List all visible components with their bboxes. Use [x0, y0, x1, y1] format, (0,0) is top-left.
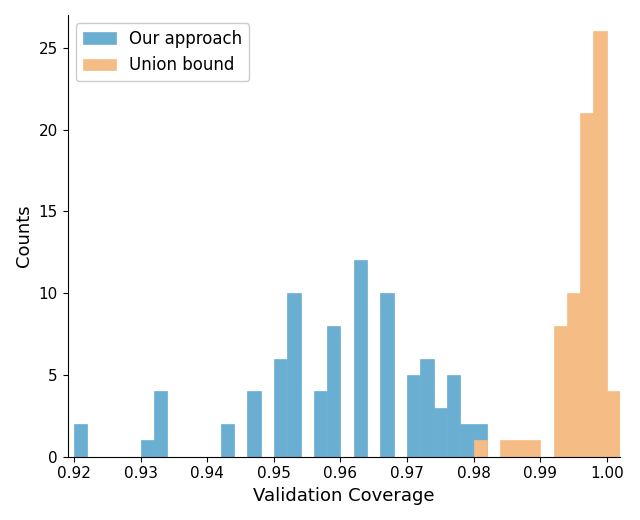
- Bar: [474, 424, 487, 457]
- X-axis label: Validation Coverage: Validation Coverage: [253, 487, 435, 505]
- Bar: [460, 424, 474, 457]
- Bar: [247, 391, 260, 457]
- Bar: [274, 359, 287, 457]
- Bar: [607, 391, 620, 457]
- Bar: [407, 375, 420, 457]
- Bar: [527, 440, 540, 457]
- Bar: [567, 293, 580, 457]
- Bar: [474, 440, 487, 457]
- Bar: [513, 440, 527, 457]
- Bar: [314, 391, 327, 457]
- Bar: [434, 408, 447, 457]
- Bar: [593, 31, 607, 457]
- Bar: [420, 359, 434, 457]
- Bar: [354, 261, 367, 457]
- Bar: [287, 293, 301, 457]
- Bar: [580, 113, 593, 457]
- Bar: [141, 440, 154, 457]
- Y-axis label: Counts: Counts: [15, 204, 33, 267]
- Legend: Our approach, Union bound: Our approach, Union bound: [76, 23, 249, 81]
- Bar: [327, 326, 340, 457]
- Bar: [447, 375, 460, 457]
- Bar: [154, 391, 168, 457]
- Bar: [74, 424, 88, 457]
- Bar: [554, 326, 567, 457]
- Bar: [221, 424, 234, 457]
- Bar: [500, 440, 513, 457]
- Bar: [380, 293, 394, 457]
